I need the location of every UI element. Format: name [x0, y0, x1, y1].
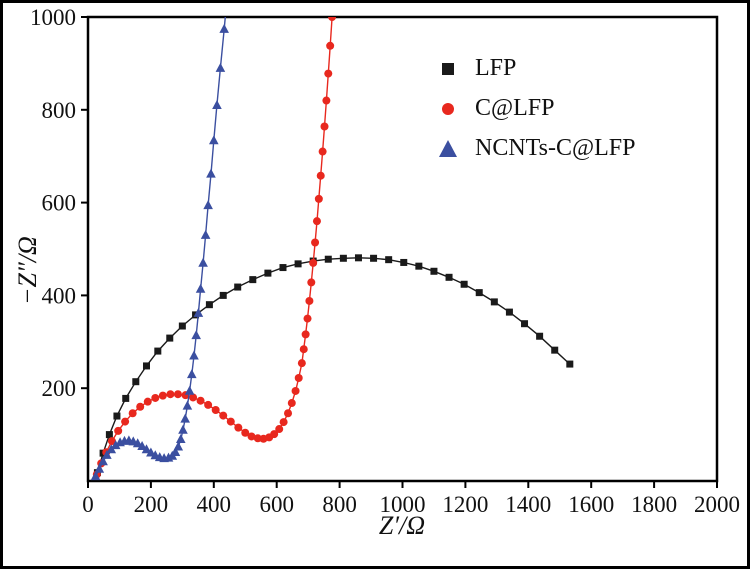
x-tick-label: 1600 [568, 492, 614, 517]
y-axis-label: −Z″/Ω [13, 236, 42, 305]
legend-label-ncnts-c-lfp: NCNTs-C@LFP [475, 135, 636, 161]
series-NCNTs-C@LFP [90, 17, 229, 481]
square-marker-icon [442, 62, 454, 75]
y-tick-label: 400 [42, 283, 77, 308]
x-tick-label: 800 [322, 492, 357, 517]
x-tick-label: 600 [259, 492, 294, 517]
x-tick-label: 1200 [442, 492, 488, 517]
legend-entry-lfp: LFP [433, 55, 635, 82]
legend: LFP C@LFP NCNTs-C@LFP [433, 55, 635, 162]
series-C@LFP [92, 17, 337, 479]
x-tick-label: 200 [134, 492, 169, 517]
x-tick-label: 1400 [505, 492, 551, 517]
x-tick-label: 0 [82, 492, 94, 517]
legend-label-c-lfp: C@LFP [475, 95, 555, 121]
x-tick-label: 400 [197, 492, 232, 517]
y-tick-label: 600 [42, 191, 77, 216]
series-LFP [93, 254, 574, 477]
legend-entry-c-lfp: C@LFP [433, 95, 635, 122]
legend-entry-ncnts-c-lfp: NCNTs-C@LFP [433, 135, 635, 162]
x-tick-label: 1800 [631, 492, 677, 517]
x-axis-label: Z′/Ω [378, 511, 426, 540]
y-tick-label: 1000 [30, 5, 76, 30]
x-tick-label: 2000 [694, 492, 740, 517]
legend-label-lfp: LFP [475, 55, 517, 81]
y-tick-label: 800 [42, 98, 77, 123]
circle-marker-icon [442, 102, 454, 115]
triangle-marker-icon [439, 139, 457, 157]
x-tick-label: 1000 [380, 492, 426, 517]
chart-plot-area: 0 200 400 600 800 1000 1200 1400 1600 1800 2000 200… [30, 5, 740, 517]
y-tick-label: 200 [42, 376, 77, 401]
